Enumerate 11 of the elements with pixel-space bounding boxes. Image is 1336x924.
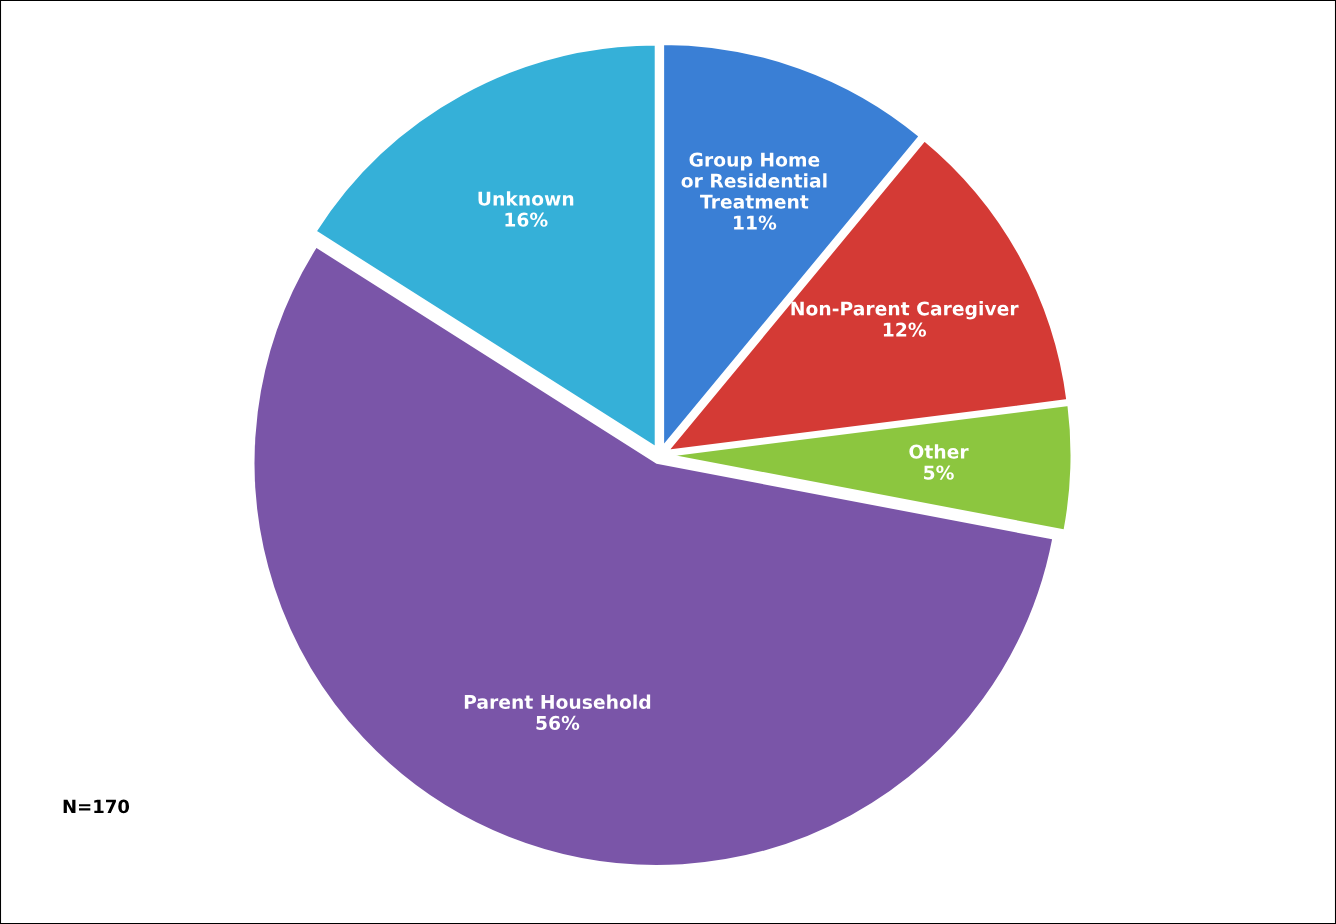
slice-label: Other bbox=[909, 444, 969, 459]
slice-label: Parent Household bbox=[464, 694, 651, 710]
text: N=170 bbox=[63, 799, 130, 814]
slice-label: Group Home or Residential Treatment bbox=[681, 152, 827, 209]
data-label: 5% bbox=[924, 465, 954, 480]
data-label: 11% bbox=[734, 215, 777, 230]
slice-label: Unknown bbox=[478, 191, 574, 206]
data-label: 56% bbox=[536, 715, 580, 731]
data-label: 12% bbox=[883, 322, 927, 337]
slice-label: Non-Parent Caregiver bbox=[791, 301, 1019, 320]
data-label: 16% bbox=[505, 212, 548, 227]
